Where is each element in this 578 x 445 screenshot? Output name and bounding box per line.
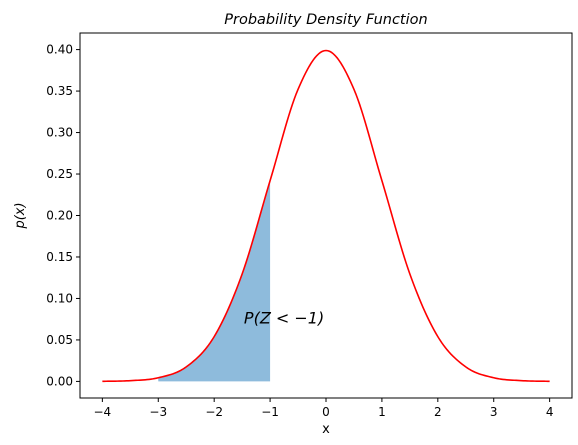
x-tick-label: 1 bbox=[378, 405, 386, 419]
y-tick-label: 0.20 bbox=[46, 209, 73, 223]
pdf-curve-line bbox=[102, 49, 550, 383]
y-tick-label: 0.40 bbox=[46, 43, 73, 57]
y-tick-label: 0.30 bbox=[46, 126, 73, 140]
y-tick-label: 0.35 bbox=[46, 84, 73, 98]
x-axis-ticks: −4 −3 −2 −1 0 1 2 3 4 bbox=[94, 398, 554, 419]
x-tick-label: −1 bbox=[261, 405, 279, 419]
y-axis-label: p(x) bbox=[13, 202, 28, 229]
x-tick-label: 4 bbox=[546, 405, 554, 419]
x-axis-label: x bbox=[322, 422, 330, 437]
y-tick-label: 0.15 bbox=[46, 250, 73, 264]
plot-area bbox=[102, 49, 550, 383]
probability-annotation: P(Z < −1) bbox=[244, 308, 324, 327]
y-tick-label: 0.10 bbox=[46, 291, 73, 305]
x-tick-label: 0 bbox=[322, 405, 330, 419]
x-tick-label: 3 bbox=[490, 405, 498, 419]
x-tick-label: −2 bbox=[205, 405, 223, 419]
y-axis-ticks: 0.00 0.05 0.10 0.15 0.20 0.25 0.30 0.35 0.40 bbox=[46, 43, 80, 388]
shaded-area-p-z-less-than-minus-1 bbox=[158, 180, 271, 382]
x-tick-label: −4 bbox=[94, 405, 112, 419]
chart-title: Probability Density Function bbox=[224, 12, 427, 28]
axes-frame bbox=[79, 32, 573, 399]
y-tick-label: 0.00 bbox=[46, 374, 73, 388]
x-tick-label: −3 bbox=[149, 405, 167, 419]
x-tick-label: 2 bbox=[434, 405, 442, 419]
y-tick-label: 0.25 bbox=[46, 167, 73, 181]
y-tick-label: 0.05 bbox=[46, 333, 73, 347]
